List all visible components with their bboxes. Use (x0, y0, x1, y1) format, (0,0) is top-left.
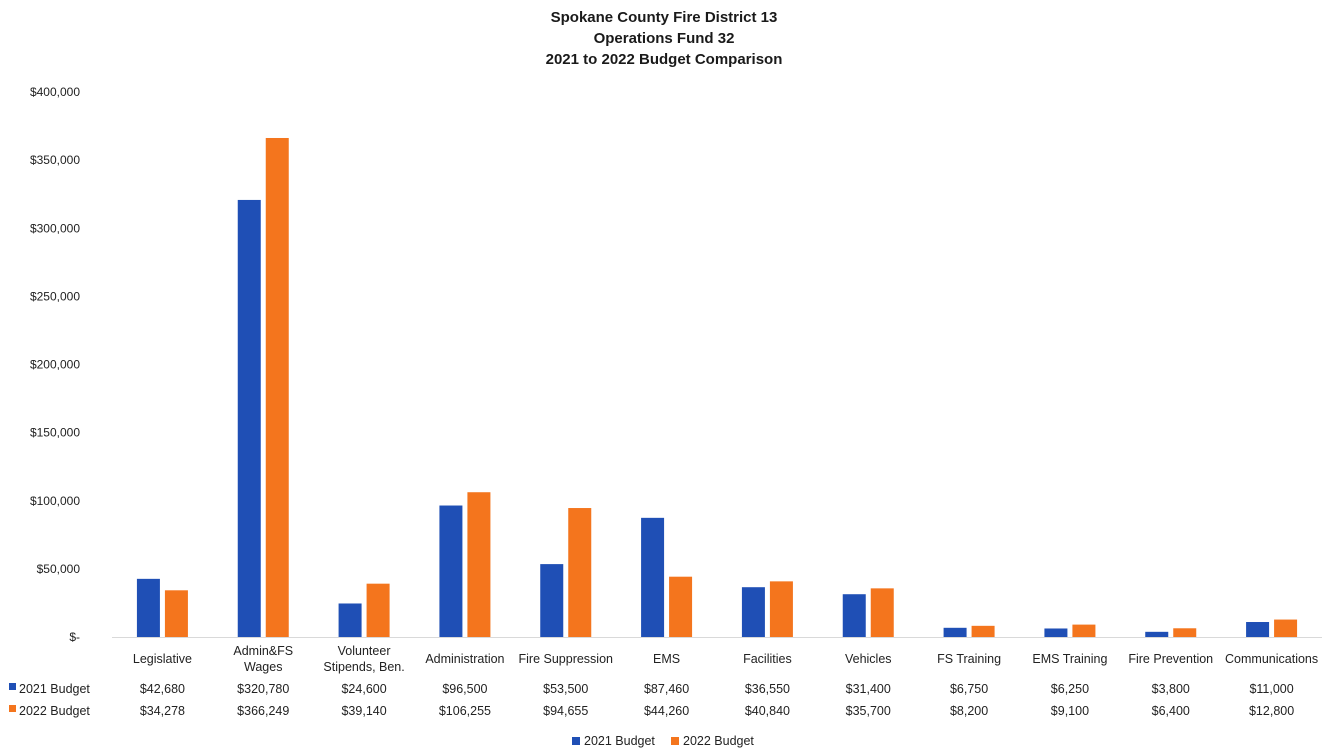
table-cell-1-3: $106,255 (439, 704, 491, 718)
legend-key-0 (572, 737, 580, 745)
y-tick-label-8: $400,000 (30, 85, 80, 99)
y-tick-label-0: $- (69, 630, 80, 644)
bar-2022-9 (1072, 624, 1096, 637)
category-label-11: Communications (1225, 652, 1318, 666)
table-cell-0-10: $3,800 (1152, 682, 1190, 696)
bar-2021-3 (439, 505, 463, 637)
chart-title-line-2: Operations Fund 32 (594, 30, 735, 47)
y-tick-label-1: $50,000 (37, 562, 81, 576)
chart-title-line-1: Spokane County Fire District 13 (551, 9, 778, 26)
table-cell-0-1: $320,780 (237, 682, 289, 696)
category-label-3: Administration (425, 652, 504, 666)
table-cell-0-7: $31,400 (846, 682, 891, 696)
y-tick-label-7: $350,000 (30, 153, 80, 167)
bar-2021-2 (338, 603, 362, 637)
bar-2022-10 (1173, 628, 1197, 637)
table-row-label-1: 2022 Budget (19, 704, 90, 718)
table-cell-0-11: $11,000 (1249, 682, 1293, 696)
table-cell-1-0: $34,278 (140, 704, 185, 718)
table-cell-0-4: $53,500 (543, 682, 588, 696)
bar-2022-1 (265, 137, 289, 638)
bar-2022-6 (769, 581, 793, 637)
y-tick-label-2: $100,000 (30, 494, 80, 508)
bar-2021-8 (943, 627, 967, 637)
table-cell-1-6: $40,840 (745, 704, 790, 718)
y-tick-label-5: $250,000 (30, 289, 80, 303)
bar-2022-3 (467, 492, 491, 637)
table-cell-1-4: $94,655 (543, 704, 588, 718)
bar-2021-1 (237, 199, 261, 637)
category-label-10: Fire Prevention (1128, 652, 1213, 666)
legend-label-1: 2022 Budget (683, 734, 754, 748)
y-tick-label-4: $200,000 (30, 358, 80, 372)
category-label-0: Legislative (133, 652, 192, 666)
table-cell-1-1: $366,249 (237, 704, 289, 718)
category-label-8: FS Training (937, 652, 1001, 666)
bar-2022-11 (1274, 619, 1298, 637)
table-cell-0-0: $42,680 (140, 682, 185, 696)
bar-2022-8 (971, 625, 995, 637)
category-label-6: Facilities (743, 652, 792, 666)
bar-2021-5 (641, 517, 665, 637)
table-cell-1-8: $8,200 (950, 704, 988, 718)
chart-title-line-3: 2021 to 2022 Budget Comparison (546, 51, 783, 68)
bar-2022-0 (164, 590, 188, 637)
category-label-1-1: Wages (244, 660, 282, 674)
table-cell-1-11: $12,800 (1249, 704, 1294, 718)
table-cell-0-5: $87,460 (644, 682, 689, 696)
bar-2021-4 (540, 564, 564, 637)
bar-2021-7 (842, 594, 866, 637)
bar-2022-4 (568, 508, 592, 637)
category-label-2-1: Stipends, Ben. (323, 660, 404, 674)
table-cell-1-5: $44,260 (644, 704, 689, 718)
category-label-5: EMS (653, 652, 680, 666)
bar-2022-2 (366, 583, 390, 637)
category-label-4: Fire Suppression (519, 652, 614, 666)
bar-2021-0 (136, 578, 160, 637)
category-label-2-0: Volunteer (338, 644, 391, 658)
table-cell-1-7: $35,700 (846, 704, 891, 718)
category-label-9: EMS Training (1032, 652, 1107, 666)
legend-key-1 (671, 737, 679, 745)
bar-2021-6 (741, 587, 765, 637)
table-cell-0-2: $24,600 (341, 682, 386, 696)
table-cell-0-6: $36,550 (745, 682, 790, 696)
table-cell-1-10: $6,400 (1152, 704, 1190, 718)
table-cell-0-8: $6,750 (950, 682, 988, 696)
table-legend-key-1 (9, 705, 16, 712)
category-label-7: Vehicles (845, 652, 892, 666)
bar-2021-11 (1246, 622, 1270, 637)
legend-label-0: 2021 Budget (584, 734, 655, 748)
bar-2021-9 (1044, 628, 1068, 637)
table-cell-1-9: $9,100 (1051, 704, 1089, 718)
table-cell-0-3: $96,500 (442, 682, 487, 696)
y-tick-label-3: $150,000 (30, 426, 80, 440)
table-row-label-0: 2021 Budget (19, 682, 90, 696)
table-legend-key-0 (9, 683, 16, 690)
bar-2022-7 (870, 588, 894, 637)
category-label-1-0: Admin&FS (233, 644, 293, 658)
table-cell-0-9: $6,250 (1051, 682, 1089, 696)
y-tick-label-6: $300,000 (30, 221, 80, 235)
bar-2022-5 (669, 576, 693, 637)
bar-2021-10 (1145, 631, 1169, 637)
table-cell-1-2: $39,140 (341, 704, 386, 718)
